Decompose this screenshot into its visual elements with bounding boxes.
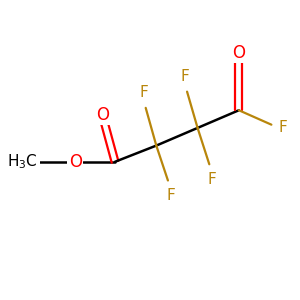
Text: F: F: [207, 172, 216, 187]
Text: O: O: [69, 153, 82, 171]
Text: O: O: [96, 106, 109, 124]
Text: F: F: [166, 188, 175, 203]
Text: H$_3$C: H$_3$C: [8, 152, 38, 171]
Text: O: O: [232, 44, 245, 62]
Text: F: F: [279, 120, 287, 135]
Text: F: F: [180, 69, 189, 84]
Text: F: F: [139, 85, 148, 100]
